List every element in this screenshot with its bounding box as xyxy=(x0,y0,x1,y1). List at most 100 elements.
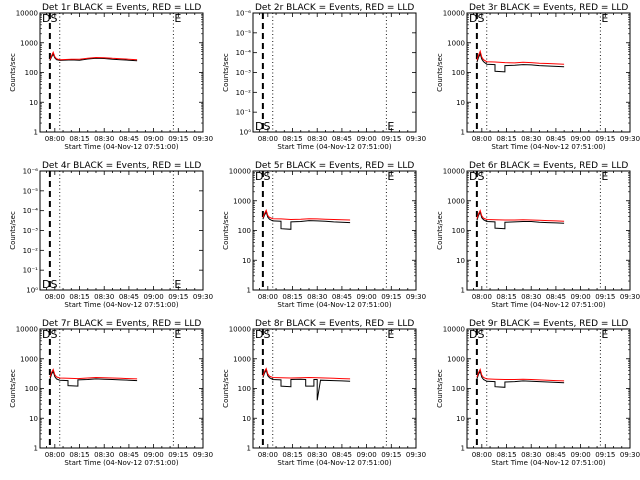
ds-marker: DS xyxy=(469,328,484,341)
x-tick-label: 09:00 xyxy=(571,293,591,301)
y-tick-label: 1 xyxy=(461,129,465,137)
y-tick-label: 10000 xyxy=(229,168,251,176)
y-tick-label: 10 xyxy=(456,415,465,423)
e-marker: E xyxy=(174,278,181,291)
x-tick-label: 08:15 xyxy=(496,451,516,459)
x-tick-label: 09:30 xyxy=(193,451,213,459)
y-tick-label: 10⁰ xyxy=(239,129,251,137)
x-tick-label: 09:30 xyxy=(620,135,640,143)
e-marker: E xyxy=(601,12,608,25)
x-tick-label: 09:15 xyxy=(168,293,188,301)
x-tick-label: 09:00 xyxy=(144,451,164,459)
x-tick-label: 08:00 xyxy=(472,451,492,459)
panel-title: Det 7r BLACK = Events, RED = LLD xyxy=(42,319,201,329)
x-tick-label: 08:00 xyxy=(45,293,65,301)
x-tick-label: 09:00 xyxy=(571,451,591,459)
y-tick-label: 100 xyxy=(452,69,465,77)
ds-marker: DS xyxy=(469,12,484,25)
y-tick-label: 10⁻³ xyxy=(23,227,39,235)
x-tick-label: 08:45 xyxy=(119,135,139,143)
y-axis-label: Counts/sec xyxy=(436,211,444,250)
e-marker: E xyxy=(601,170,608,183)
x-tick-label: 09:15 xyxy=(595,451,615,459)
panel-det-9r: Det 9r BLACK = Events, RED = LLD 08:00 08:… xyxy=(436,319,640,467)
x-tick-label: 08:45 xyxy=(546,135,566,143)
x-axis-label: Start Time (04-Nov-12 07:51:00) xyxy=(491,459,605,467)
plot-frame xyxy=(252,328,417,449)
x-tick-label: 09:00 xyxy=(144,135,164,143)
panel-det-7r: Det 7r BLACK = Events, RED = LLD 08:00 08:… xyxy=(9,319,213,467)
x-tick-label: 09:15 xyxy=(168,135,188,143)
x-tick-label: 08:15 xyxy=(282,451,302,459)
x-tick-label: 09:00 xyxy=(357,135,377,143)
x-tick-label: 08:30 xyxy=(521,451,541,459)
y-tick-label: 10⁻² xyxy=(23,247,39,255)
series-line-lld xyxy=(49,368,138,380)
panel-title: Det 4r BLACK = Events, RED = LLD xyxy=(42,161,201,171)
y-tick-label: 10 xyxy=(456,257,465,265)
panel-title: Det 2r BLACK = Events, RED = LLD xyxy=(255,3,414,13)
y-axis-label: Counts/sec xyxy=(222,211,230,250)
series-line-events xyxy=(476,369,565,388)
x-tick-label: 08:45 xyxy=(119,293,139,301)
x-tick-label: 09:15 xyxy=(168,451,188,459)
x-tick-label: 08:45 xyxy=(332,451,352,459)
y-tick-label: 1 xyxy=(247,287,251,295)
y-axis-label: Counts/sec xyxy=(436,53,444,92)
series-line-lld xyxy=(476,49,565,65)
x-axis-label: Start Time (04-Nov-12 07:51:00) xyxy=(491,301,605,309)
series-line-lld xyxy=(49,50,138,61)
x-tick-label: 08:30 xyxy=(94,293,114,301)
y-tick-label: 10000 xyxy=(16,326,38,334)
y-tick-label: 10000 xyxy=(229,326,251,334)
x-axis-label: Start Time (04-Nov-12 07:51:00) xyxy=(64,459,178,467)
y-axis-label: Counts/sec xyxy=(222,369,230,408)
panel-det-2r: Det 2r BLACK = Events, RED = LLD 08:00 08:… xyxy=(222,3,426,151)
panel-title: Det 5r BLACK = Events, RED = LLD xyxy=(255,161,414,171)
y-tick-label: 1000 xyxy=(233,355,251,363)
x-tick-label: 08:30 xyxy=(94,451,114,459)
ds-marker: DS xyxy=(42,328,57,341)
y-tick-label: 1000 xyxy=(233,197,251,205)
ds-marker: DS xyxy=(255,328,270,341)
e-marker: E xyxy=(387,120,394,133)
y-tick-label: 1 xyxy=(461,287,465,295)
x-tick-label: 09:15 xyxy=(381,451,401,459)
x-tick-label: 08:00 xyxy=(258,451,278,459)
e-marker: E xyxy=(387,170,394,183)
e-marker: E xyxy=(174,328,181,341)
x-axis-label: Start Time (04-Nov-12 07:51:00) xyxy=(64,301,178,309)
ds-marker: DS xyxy=(42,12,57,25)
x-tick-label: 08:00 xyxy=(258,135,278,143)
x-tick-label: 09:15 xyxy=(595,135,615,143)
x-tick-label: 09:30 xyxy=(406,293,426,301)
y-tick-label: 10000 xyxy=(16,10,38,18)
y-tick-label: 10⁻¹ xyxy=(236,109,252,117)
y-tick-label: 1 xyxy=(461,445,465,453)
y-axis-label: Counts/sec xyxy=(9,53,17,92)
panel-det-6r: Det 6r BLACK = Events, RED = LLD 08:00 08:… xyxy=(436,161,640,309)
x-tick-label: 09:30 xyxy=(406,451,426,459)
ds-marker: DS xyxy=(255,120,270,133)
e-marker: E xyxy=(174,12,181,25)
x-tick-label: 09:00 xyxy=(144,293,164,301)
y-tick-label: 1000 xyxy=(20,39,38,47)
panel-title: Det 1r BLACK = Events, RED = LLD xyxy=(42,3,201,13)
plot-frame xyxy=(39,328,204,449)
y-tick-label: 10⁻⁶ xyxy=(23,168,39,176)
x-axis-label: Start Time (04-Nov-12 07:51:00) xyxy=(277,143,391,151)
x-tick-label: 08:45 xyxy=(546,451,566,459)
y-tick-label: 10⁻⁴ xyxy=(236,49,252,57)
y-tick-label: 100 xyxy=(25,69,38,77)
y-tick-label: 1 xyxy=(34,129,38,137)
y-tick-label: 10000 xyxy=(443,10,465,18)
x-tick-label: 09:00 xyxy=(357,451,377,459)
y-tick-label: 100 xyxy=(452,227,465,235)
y-axis-label: Counts/sec xyxy=(9,211,17,250)
y-tick-label: 10⁻⁵ xyxy=(23,187,39,195)
x-tick-label: 08:15 xyxy=(69,293,89,301)
y-tick-label: 10000 xyxy=(443,326,465,334)
y-tick-label: 10⁻⁴ xyxy=(23,207,39,215)
panel-det-1r: Det 1r BLACK = Events, RED = LLD 08:00 08:… xyxy=(9,3,213,151)
